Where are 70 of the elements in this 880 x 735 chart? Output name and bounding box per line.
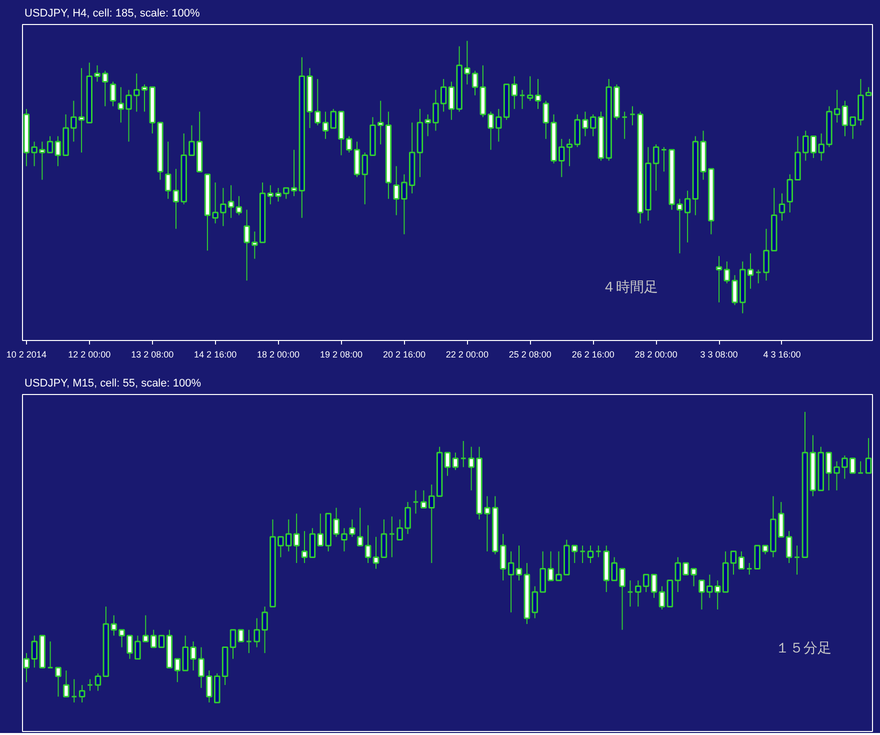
- x-tick-label: 4 3 16:00: [763, 350, 801, 360]
- annotation: １５分足: [776, 640, 832, 656]
- candlestick: [746, 562, 752, 576]
- candlestick: [516, 545, 522, 581]
- candlestick: [519, 89, 526, 110]
- candlestick: [660, 146, 668, 172]
- candlestick: [86, 678, 94, 692]
- chart-title: USDJPY, M15, cell: 55, scale: 100%: [24, 378, 202, 390]
- candlestick: [141, 84, 148, 112]
- x-tick-label: 28 2 00:00: [634, 350, 678, 360]
- candlestick: [388, 516, 396, 558]
- candlestick: [236, 196, 242, 216]
- x-tick-label: 3 3 08:00: [700, 350, 738, 360]
- candlestick: [621, 111, 628, 140]
- candlestick: [730, 550, 737, 576]
- candlestick: [341, 528, 348, 552]
- candlestick: [309, 528, 316, 558]
- candlestick: [71, 678, 78, 703]
- candlestick: [349, 518, 356, 538]
- candlestick: [110, 81, 116, 107]
- candlestick: [380, 518, 388, 558]
- candlestick: [566, 138, 573, 167]
- candlestick: [658, 586, 666, 610]
- candlestick: [55, 666, 62, 698]
- candlestick: [738, 550, 745, 570]
- candlestick: [444, 452, 451, 476]
- candlestick: [246, 629, 252, 654]
- candlestick: [532, 586, 538, 619]
- candlestick: [508, 550, 514, 613]
- x-tick-label: 19 2 08:00: [320, 350, 363, 360]
- x-tick-label: 20 2 16:00: [382, 350, 426, 360]
- x-tick-label: 12 2 00:00: [68, 350, 111, 360]
- candlestick: [412, 490, 419, 514]
- candlestick: [460, 440, 467, 468]
- candlestick: [511, 76, 518, 110]
- x-tick-label: 25 2 08:00: [508, 350, 552, 360]
- x-tick-label: 10 2 2014: [6, 350, 46, 360]
- candlestick: [652, 144, 660, 192]
- candlestick: [794, 545, 800, 576]
- candlestick: [595, 545, 602, 558]
- candlestick: [78, 684, 86, 703]
- candlestick: [47, 640, 54, 668]
- candlestick: [238, 629, 244, 642]
- candlestick: [230, 629, 236, 660]
- candlestick: [579, 545, 586, 564]
- candlestick: [650, 574, 658, 598]
- candlestick: [755, 269, 762, 284]
- candlestick: [865, 438, 872, 474]
- candlestick: [627, 580, 634, 608]
- candlestick: [158, 634, 165, 648]
- candlestick: [301, 530, 308, 564]
- candlestick: [587, 545, 594, 564]
- candlestick: [857, 460, 864, 474]
- candlestick: [94, 672, 102, 692]
- x-tick-label: 18 2 00:00: [257, 350, 300, 360]
- x-tick-label: 13 2 08:00: [131, 350, 174, 360]
- candlestick: [63, 670, 70, 698]
- candlestick: [396, 518, 403, 541]
- candlestick: [452, 452, 459, 471]
- annotation: ４時間足: [602, 280, 658, 296]
- candlestick: [164, 141, 172, 200]
- candlestick: [372, 536, 380, 570]
- chart-title: USDJPY, H4, cell: 185, scale: 100%: [24, 8, 200, 20]
- x-tick-label: 22 2 00:00: [446, 350, 488, 360]
- candlestick: [629, 106, 636, 126]
- x-tick-label: 14 2 16:00: [194, 350, 237, 360]
- candlestick: [778, 192, 786, 222]
- candlestick: [404, 501, 411, 534]
- x-tick-label: 26 2 16:00: [572, 350, 614, 360]
- candlestick: [716, 256, 722, 303]
